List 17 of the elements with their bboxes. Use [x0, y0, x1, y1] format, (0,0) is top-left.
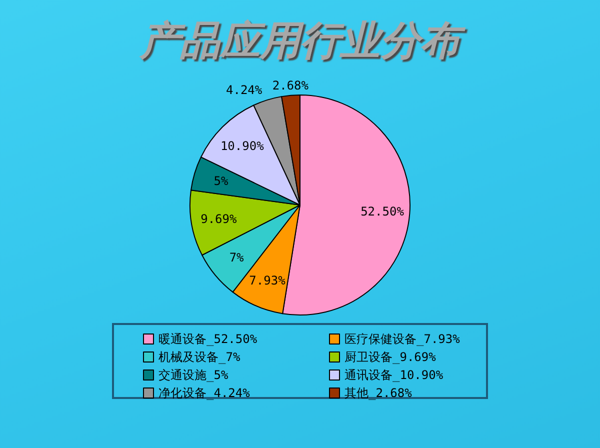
- data-label: 10.90%: [220, 139, 265, 154]
- legend-label: 机械及设备_7%: [158, 350, 241, 364]
- legend-label: 医疗保健设备_7.93%: [344, 332, 461, 346]
- data-label: 52.50%: [360, 204, 405, 219]
- data-label: 9.69%: [200, 212, 238, 226]
- data-label: 5%: [214, 174, 230, 188]
- legend-label: 厨卫设备_9.69%: [344, 350, 437, 364]
- legend-label: 其他_2.68%: [344, 386, 413, 400]
- legend-label: 净化设备_4.24%: [158, 386, 251, 400]
- legend-label: 通讯设备_10.90%: [344, 368, 444, 382]
- data-label: 7%: [229, 250, 245, 265]
- legend-label: 暖通设备_52.50%: [158, 332, 258, 346]
- data-label: 2.68%: [272, 78, 310, 92]
- legend-label: 交通设施_5%: [158, 368, 229, 382]
- chart-title: 产品应用行业分布: [139, 18, 466, 64]
- data-label: 4.24%: [226, 83, 263, 98]
- data-label: 7.93%: [249, 274, 286, 288]
